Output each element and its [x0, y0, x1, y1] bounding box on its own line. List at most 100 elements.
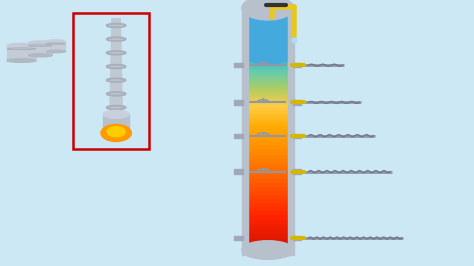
- Bar: [248, 99, 288, 102]
- Bar: [248, 43, 288, 45]
- Bar: [248, 174, 288, 178]
- Bar: [248, 218, 288, 223]
- Bar: [248, 182, 288, 186]
- Bar: [293, 169, 301, 174]
- Bar: [46, 41, 65, 52]
- Ellipse shape: [7, 43, 36, 48]
- Bar: [248, 198, 288, 202]
- Bar: [248, 151, 288, 154]
- Bar: [248, 117, 288, 120]
- Ellipse shape: [28, 41, 52, 45]
- Bar: [248, 61, 288, 64]
- Bar: [248, 144, 288, 148]
- Bar: [248, 19, 288, 59]
- Bar: [248, 90, 288, 92]
- Bar: [248, 21, 288, 23]
- Bar: [248, 60, 288, 62]
- Bar: [248, 35, 288, 37]
- Bar: [248, 127, 288, 131]
- Bar: [248, 166, 288, 170]
- Bar: [248, 27, 288, 29]
- Bar: [248, 122, 288, 125]
- Bar: [248, 29, 288, 31]
- Bar: [248, 33, 288, 35]
- Bar: [248, 53, 288, 55]
- Bar: [7, 46, 36, 61]
- Bar: [234, 134, 243, 138]
- Bar: [293, 63, 301, 67]
- Bar: [248, 210, 288, 214]
- Bar: [248, 94, 288, 97]
- Bar: [248, 147, 288, 151]
- Bar: [248, 246, 288, 251]
- Bar: [248, 250, 288, 255]
- Bar: [248, 214, 288, 218]
- Bar: [28, 43, 52, 55]
- Bar: [293, 134, 301, 138]
- Bar: [248, 111, 288, 114]
- Bar: [248, 231, 288, 237]
- Bar: [248, 56, 288, 59]
- Bar: [248, 124, 288, 128]
- Bar: [248, 41, 288, 44]
- Bar: [248, 31, 288, 34]
- Bar: [248, 236, 288, 242]
- Bar: [248, 106, 288, 109]
- Ellipse shape: [242, 0, 294, 20]
- Bar: [234, 236, 243, 240]
- Bar: [248, 227, 288, 232]
- Bar: [248, 55, 288, 57]
- Bar: [248, 77, 288, 80]
- Bar: [248, 22, 288, 24]
- Bar: [248, 241, 288, 246]
- Bar: [248, 109, 288, 112]
- Bar: [248, 103, 288, 106]
- Bar: [248, 63, 288, 65]
- Bar: [248, 134, 288, 138]
- Bar: [248, 158, 288, 162]
- Bar: [248, 65, 288, 67]
- Bar: [234, 169, 243, 174]
- Bar: [248, 70, 288, 72]
- Bar: [248, 190, 288, 194]
- Bar: [248, 178, 288, 182]
- Bar: [248, 8, 288, 21]
- Ellipse shape: [248, 11, 288, 26]
- Bar: [248, 36, 288, 39]
- Ellipse shape: [103, 110, 129, 118]
- Polygon shape: [110, 19, 122, 114]
- Ellipse shape: [46, 50, 65, 53]
- Bar: [234, 100, 243, 105]
- Ellipse shape: [7, 59, 36, 62]
- Bar: [248, 66, 288, 69]
- Bar: [248, 46, 288, 48]
- Bar: [248, 130, 288, 134]
- Ellipse shape: [46, 40, 65, 43]
- Bar: [248, 162, 288, 166]
- Bar: [248, 140, 288, 144]
- Bar: [248, 114, 288, 117]
- Bar: [248, 50, 288, 52]
- Bar: [248, 154, 288, 158]
- Bar: [248, 45, 288, 47]
- Ellipse shape: [248, 53, 288, 64]
- Bar: [248, 73, 288, 76]
- Bar: [248, 206, 288, 210]
- Bar: [248, 87, 288, 90]
- Bar: [248, 101, 288, 104]
- Bar: [248, 137, 288, 141]
- Ellipse shape: [248, 243, 288, 257]
- Bar: [288, 8, 294, 255]
- Bar: [73, 13, 149, 149]
- Bar: [248, 58, 288, 60]
- Bar: [248, 26, 288, 28]
- Bar: [248, 92, 288, 95]
- Bar: [248, 30, 288, 32]
- Bar: [248, 38, 288, 40]
- Bar: [248, 81, 288, 84]
- Bar: [248, 71, 288, 74]
- Bar: [248, 194, 288, 198]
- Bar: [248, 79, 288, 82]
- Bar: [248, 48, 288, 50]
- Bar: [248, 222, 288, 227]
